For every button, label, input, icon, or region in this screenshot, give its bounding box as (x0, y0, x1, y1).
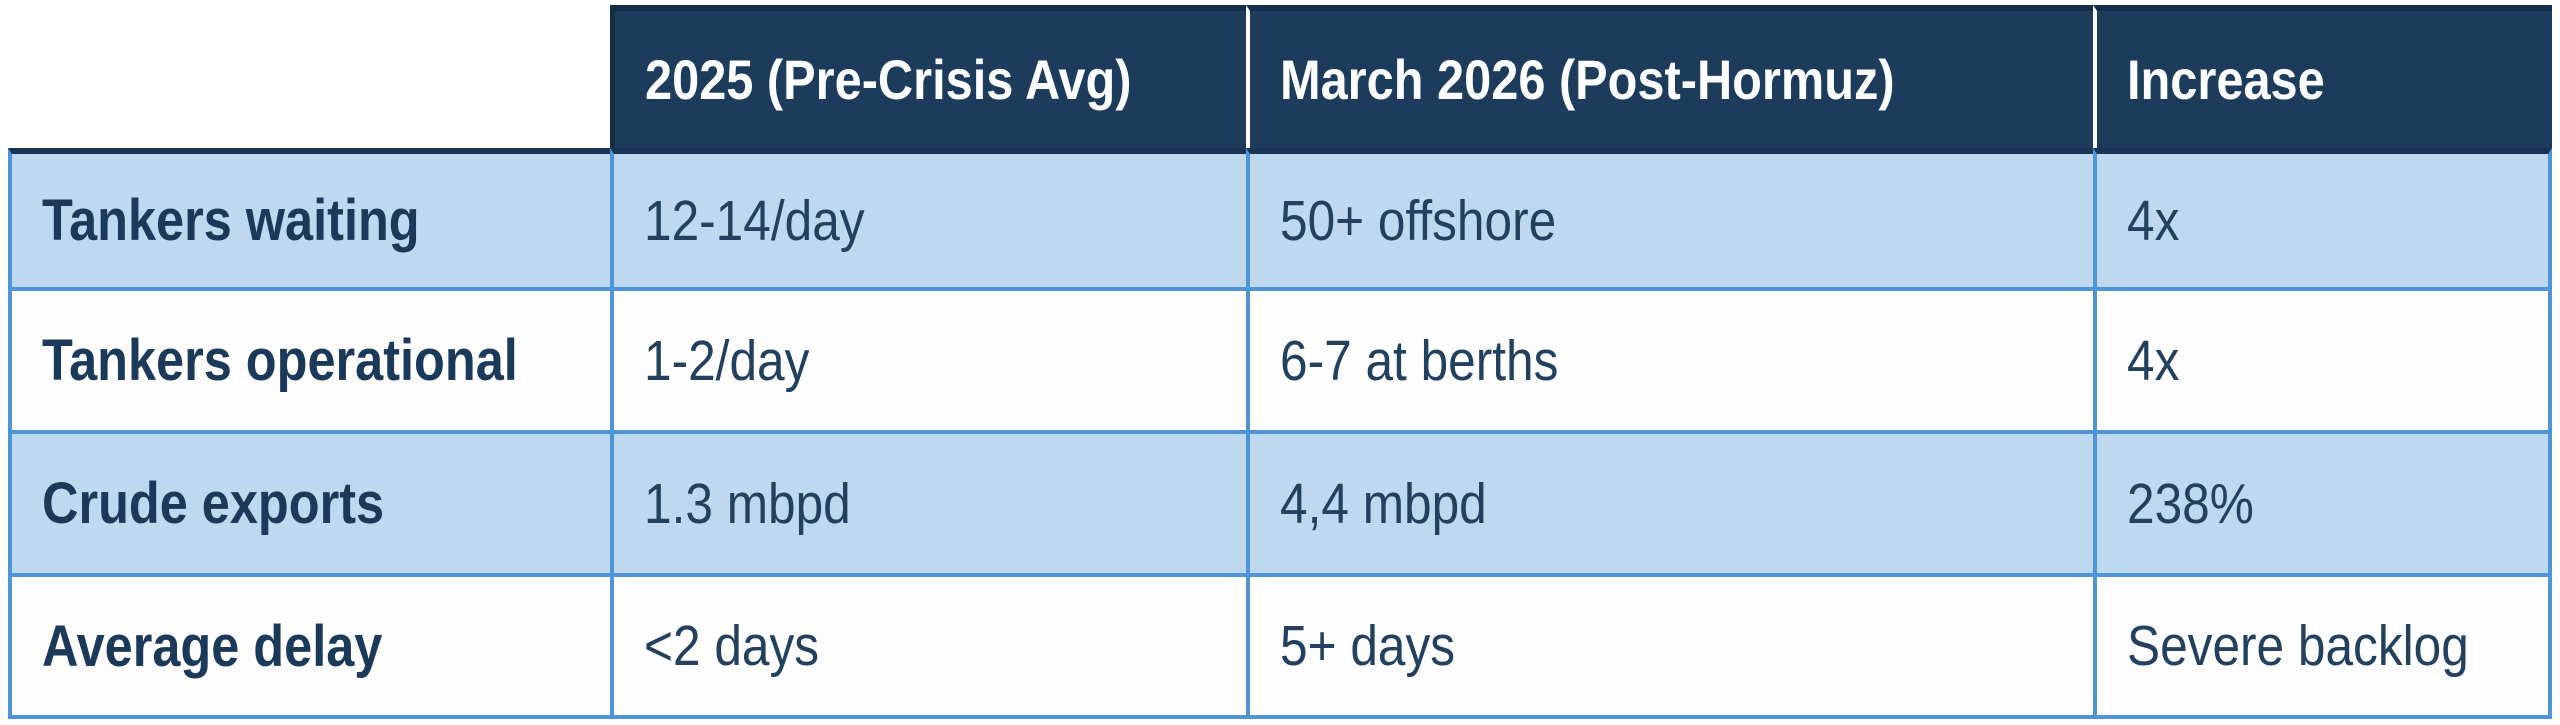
row-label-text: Tankers waiting (42, 188, 420, 253)
cell-value-text: 6-7 at berths (1280, 328, 1559, 393)
cell-value-text: 50+ offshore (1280, 188, 1557, 253)
cell-tankers-operational-post: 6-7 at berths (1246, 291, 2093, 434)
comparison-table: 2025 (Pre-Crisis Avg) March 2026 (Post-H… (8, 5, 2552, 719)
cell-value-text: 4x (2127, 328, 2180, 393)
column-header-increase-label: Increase (2127, 48, 2325, 111)
row-label-tankers-waiting: Tankers waiting (8, 148, 610, 291)
cell-crude-exports-increase: 238% (2093, 434, 2552, 577)
cell-value-text: 238% (2127, 471, 2254, 536)
row-label-text: Crude exports (42, 471, 385, 536)
cell-tankers-operational-pre: 1-2/day (610, 291, 1246, 434)
column-header-post-hormuz: March 2026 (Post-Hormuz) (1246, 5, 2093, 148)
cell-tankers-waiting-pre: 12-14/day (610, 148, 1246, 291)
cell-crude-exports-post: 4,4 mbpd (1246, 434, 2093, 577)
column-header-post-hormuz-label: March 2026 (Post-Hormuz) (1280, 48, 1895, 111)
cell-average-delay-increase: Severe backlog (2093, 577, 2552, 719)
row-label-average-delay: Average delay (8, 577, 610, 719)
row-label-text: Tankers operational (42, 328, 518, 393)
cell-value-text: 4x (2127, 188, 2180, 253)
cell-tankers-waiting-post: 50+ offshore (1246, 148, 2093, 291)
cell-value-text: 4,4 mbpd (1280, 471, 1487, 536)
corner-cell (8, 5, 610, 148)
column-header-pre-crisis: 2025 (Pre-Crisis Avg) (610, 5, 1246, 148)
cell-value-text: <2 days (644, 614, 820, 678)
row-label-crude-exports: Crude exports (8, 434, 610, 577)
cell-value-text: 1-2/day (644, 328, 810, 393)
cell-tankers-operational-increase: 4x (2093, 291, 2552, 434)
cell-value-text: 12-14/day (644, 188, 865, 253)
cell-crude-exports-pre: 1.3 mbpd (610, 434, 1246, 577)
cell-tankers-waiting-increase: 4x (2093, 148, 2552, 291)
column-header-increase: Increase (2093, 5, 2552, 148)
column-header-pre-crisis-label: 2025 (Pre-Crisis Avg) (645, 48, 1132, 111)
cell-average-delay-pre: <2 days (610, 577, 1246, 719)
cell-value-text: 5+ days (1280, 614, 1456, 678)
cell-value-text: 1.3 mbpd (644, 471, 851, 536)
cell-average-delay-post: 5+ days (1246, 577, 2093, 719)
cell-value-text: Severe backlog (2127, 614, 2469, 678)
row-label-tankers-operational: Tankers operational (8, 291, 610, 434)
row-label-text: Average delay (42, 613, 383, 679)
